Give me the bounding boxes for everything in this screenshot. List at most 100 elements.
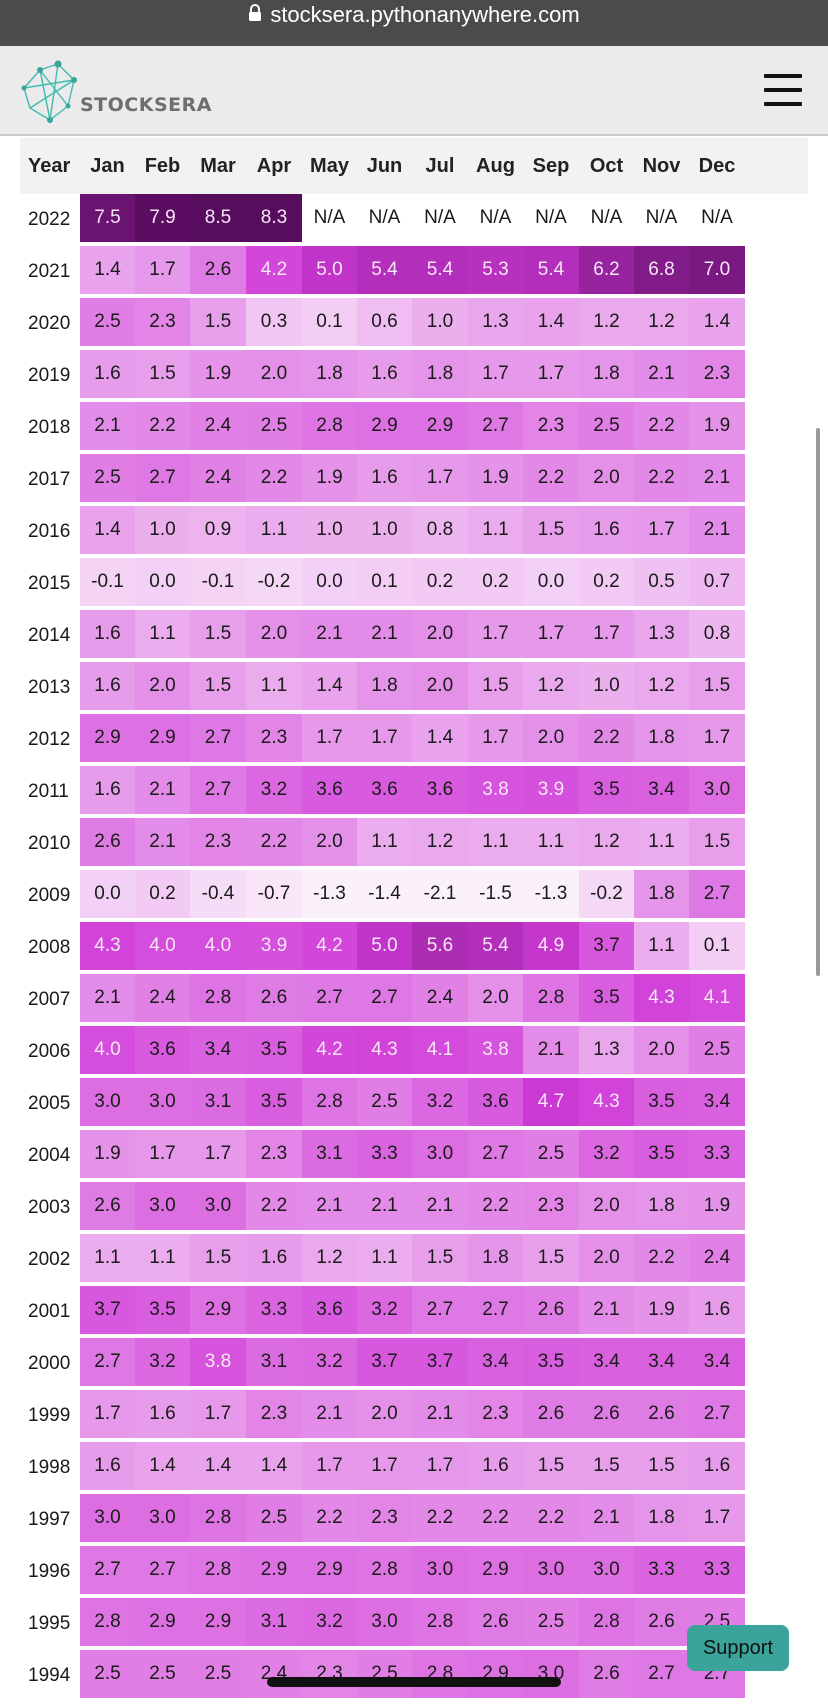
- value-cell: 3.3: [689, 1130, 745, 1178]
- row-divider: [20, 1230, 808, 1234]
- value-cell: 1.6: [80, 610, 135, 658]
- value-cell: 1.9: [634, 1286, 689, 1334]
- value-cell: 2.2: [634, 402, 689, 450]
- value-cell: 1.7: [357, 1442, 412, 1490]
- value-cell: 2.1: [80, 402, 135, 450]
- value-cell: 1.1: [468, 506, 523, 554]
- value-cell: 2.6: [634, 1390, 689, 1438]
- header-nov[interactable]: Nov: [642, 154, 681, 177]
- value-cell: 3.6: [412, 766, 468, 814]
- header-sep[interactable]: Sep: [532, 154, 570, 177]
- value-cell: 2.2: [634, 454, 689, 502]
- value-cell: -0.4: [190, 870, 246, 918]
- site-logo[interactable]: STOCKSERA: [20, 58, 211, 128]
- value-cell: 2.3: [246, 1130, 302, 1178]
- value-cell: 2.5: [135, 1650, 190, 1698]
- value-cell: 2.7: [135, 454, 190, 502]
- header-may[interactable]: May: [310, 154, 349, 177]
- table-row: 2017 2.5 2.7 2.4 2.2 1.9 1.6 1.7 1.9 2.2 2.0 2.2 2.1: [20, 454, 808, 506]
- header-year[interactable]: Year: [28, 154, 71, 177]
- table-row: 2022 7.5 7.9 8.5 8.3 N/A N/A N/A N/A N/A N/A N/A N/A: [20, 194, 808, 246]
- value-cell: 1.8: [634, 1182, 689, 1230]
- header-aug[interactable]: Aug: [476, 154, 515, 177]
- value-cell: 2.7: [634, 1650, 689, 1698]
- value-cell: 1.6: [80, 662, 135, 710]
- value-cell: 8.3: [246, 194, 302, 242]
- value-cell: 3.0: [579, 1546, 634, 1594]
- value-cell: 1.9: [689, 402, 745, 450]
- value-cell: 5.4: [468, 922, 523, 970]
- value-cell: 2.3: [689, 350, 745, 398]
- value-cell: 1.2: [634, 662, 689, 710]
- header-mar[interactable]: Mar: [200, 154, 236, 177]
- menu-icon[interactable]: [764, 74, 802, 106]
- value-cell: -1.4: [357, 870, 412, 918]
- value-cell: 2.1: [357, 610, 412, 658]
- value-cell: 2.5: [689, 1026, 745, 1074]
- value-cell: 3.0: [357, 1598, 412, 1646]
- scrollbar[interactable]: [816, 428, 820, 976]
- year-cell: 2002: [28, 1249, 71, 1270]
- value-cell: 2.1: [302, 610, 357, 658]
- value-cell: 2.7: [302, 974, 357, 1022]
- value-cell: 0.0: [135, 558, 190, 606]
- value-cell: 2.3: [523, 402, 579, 450]
- value-cell: 2.1: [412, 1182, 468, 1230]
- value-cell: 2.3: [523, 1182, 579, 1230]
- value-cell: 3.0: [135, 1182, 190, 1230]
- url-display[interactable]: stocksera.pythonanywhere.com: [0, 0, 828, 30]
- support-button[interactable]: Support: [687, 1625, 789, 1671]
- value-cell: 2.1: [523, 1026, 579, 1074]
- value-cell: 1.7: [190, 1130, 246, 1178]
- value-cell: 2.7: [80, 1338, 135, 1386]
- row-divider: [20, 710, 808, 714]
- value-cell: 1.7: [412, 454, 468, 502]
- year-cell: 2004: [28, 1145, 71, 1166]
- value-cell: 1.7: [357, 714, 412, 762]
- value-cell: 3.1: [190, 1078, 246, 1126]
- value-cell: 2.6: [523, 1286, 579, 1334]
- table-row: 1998 1.6 1.4 1.4 1.4 1.7 1.7 1.7 1.6 1.5 1.5 1.5 1.6: [20, 1442, 808, 1494]
- header-feb[interactable]: Feb: [144, 154, 181, 177]
- header-apr[interactable]: Apr: [256, 154, 292, 177]
- value-cell: N/A: [357, 194, 412, 242]
- header-oct[interactable]: Oct: [589, 154, 624, 177]
- table-row: 2003 2.6 3.0 3.0 2.2 2.1 2.1 2.1 2.2 2.3 2.0 1.8 1.9: [20, 1182, 808, 1234]
- value-cell: 2.6: [80, 818, 135, 866]
- value-cell: 1.5: [689, 818, 745, 866]
- header-jan[interactable]: Jan: [90, 154, 125, 177]
- value-cell: 6.8: [634, 246, 689, 294]
- value-cell: 2.3: [468, 1390, 523, 1438]
- value-cell: 1.0: [302, 506, 357, 554]
- header-jun[interactable]: Jun: [366, 154, 403, 177]
- value-cell: 1.7: [689, 714, 745, 762]
- value-cell: -0.1: [80, 558, 135, 606]
- value-cell: 2.7: [412, 1286, 468, 1334]
- header-jul[interactable]: Jul: [425, 154, 455, 177]
- value-cell: 3.5: [579, 766, 634, 814]
- row-divider: [20, 866, 808, 870]
- lock-icon: [249, 4, 262, 22]
- value-cell: 0.0: [523, 558, 579, 606]
- year-cell: 2014: [28, 625, 71, 646]
- row-divider: [20, 814, 808, 818]
- value-cell: 2.6: [579, 1650, 634, 1698]
- value-cell: 1.5: [634, 1442, 689, 1490]
- browser-url-bar[interactable]: stocksera.pythonanywhere.com: [0, 0, 828, 46]
- value-cell: 2.9: [468, 1546, 523, 1594]
- value-cell: N/A: [634, 194, 689, 242]
- value-cell: 3.9: [246, 922, 302, 970]
- value-cell: 3.5: [523, 1338, 579, 1386]
- value-cell: 1.3: [634, 610, 689, 658]
- value-cell: 4.2: [302, 1026, 357, 1074]
- value-cell: 1.8: [634, 714, 689, 762]
- value-cell: 2.8: [357, 1546, 412, 1594]
- value-cell: 1.5: [468, 662, 523, 710]
- value-cell: 1.5: [190, 610, 246, 658]
- value-cell: 2.0: [523, 714, 579, 762]
- header-dec[interactable]: Dec: [698, 154, 736, 177]
- value-cell: 2.2: [523, 1494, 579, 1542]
- year-cell: 1998: [28, 1457, 71, 1478]
- table-row: 2009 0.0 0.2 -0.4 -0.7 -1.3 -1.4 -2.1 -1.5 -1.3 -0…: [20, 870, 808, 922]
- home-indicator[interactable]: [267, 1677, 561, 1687]
